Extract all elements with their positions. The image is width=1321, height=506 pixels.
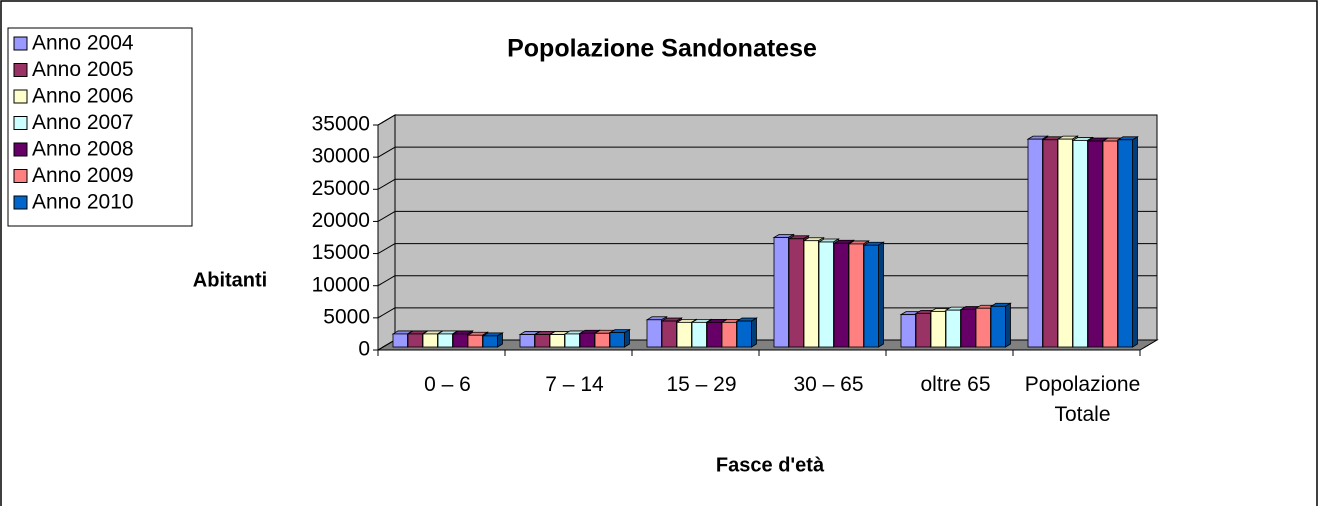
x-tick-label: Popolazione Totale [1024, 373, 1141, 426]
bar [1117, 139, 1133, 348]
bar [736, 320, 752, 348]
bar [691, 321, 707, 348]
legend-label: Anno 2007 [32, 111, 134, 134]
y-tick-label: 5000 [323, 305, 370, 328]
y-tick-label: 0 [358, 338, 370, 361]
legend-box [7, 27, 193, 227]
grid-line-side [377, 146, 396, 158]
bar [534, 334, 550, 348]
bar [646, 319, 662, 348]
bar [467, 334, 483, 348]
grid-line-side [377, 243, 396, 255]
legend-label: Anno 2004 [32, 32, 134, 55]
legend-swatch [13, 169, 28, 183]
bar [848, 243, 864, 348]
legend-swatch [13, 142, 28, 157]
legend-swatch [13, 195, 28, 210]
x-tick-label: 0 – 6 [424, 373, 471, 396]
bar [452, 333, 468, 348]
y-tick-label: 35000 [312, 113, 370, 136]
y-axis-title: Abitanti [193, 269, 267, 291]
bar-side [1132, 136, 1138, 348]
bar [609, 332, 625, 348]
legend-swatch [13, 89, 28, 104]
bar [990, 305, 1006, 348]
bar [788, 238, 804, 348]
bar [975, 307, 991, 348]
bar [1072, 140, 1088, 348]
legend-label: Anno 2005 [32, 58, 134, 81]
bar [482, 335, 498, 348]
legend-swatch [13, 116, 28, 130]
side-wall [377, 114, 396, 351]
bar [863, 244, 879, 348]
y-tick-label: 15000 [312, 241, 370, 264]
bar [900, 314, 916, 348]
bar [549, 334, 565, 348]
bar [594, 332, 610, 348]
x-tick-label: 30 – 65 [793, 373, 864, 396]
bar [519, 334, 535, 348]
chart-title: Popolazione Sandonatese [507, 35, 817, 63]
bar-side [1005, 302, 1011, 348]
y-tick-label: 30000 [312, 145, 370, 168]
bar [1057, 138, 1073, 348]
bar [803, 240, 819, 348]
y-tick-label: 20000 [312, 209, 370, 232]
bar [1102, 140, 1118, 348]
bar [721, 321, 737, 348]
bar [1087, 140, 1103, 348]
legend-label: Anno 2006 [32, 85, 134, 108]
legend-swatch [13, 63, 28, 77]
bar [437, 333, 453, 348]
bar-side [878, 241, 884, 348]
bar [960, 309, 976, 348]
bar [773, 237, 789, 348]
bar [422, 333, 438, 348]
bar [661, 320, 677, 348]
bar [579, 332, 595, 348]
x-axis-title: Fasce d'età [716, 454, 825, 476]
legend-label: Anno 2009 [32, 164, 134, 187]
bar [930, 311, 946, 348]
legend-swatch [13, 36, 28, 51]
grid-line-side [377, 210, 396, 222]
bar-side [624, 328, 630, 348]
x-tick-label: 15 – 29 [666, 373, 737, 396]
grid-line-side [377, 339, 396, 351]
bar [676, 321, 692, 348]
bar [818, 241, 834, 348]
legend-label: Anno 2008 [32, 138, 134, 161]
bar [833, 242, 849, 348]
bar [915, 312, 931, 348]
y-tick-label: 10000 [312, 273, 370, 296]
x-tick-label: oltre 65 [920, 373, 991, 396]
y-tick-label: 25000 [312, 177, 370, 200]
bar-side [497, 332, 503, 348]
grid-line-side [377, 178, 396, 190]
bar [1027, 138, 1043, 348]
bar [1042, 139, 1058, 348]
bar-side [751, 317, 757, 348]
legend-label: Anno 2010 [32, 191, 134, 214]
bar [564, 333, 580, 348]
bar [706, 321, 722, 348]
grid-line-side [377, 114, 396, 126]
grid-line-side [377, 275, 396, 287]
bar [407, 333, 423, 348]
bar [945, 309, 961, 348]
x-tick-label: 7 – 14 [545, 373, 604, 396]
bar [392, 333, 408, 348]
grid-line-side [377, 307, 396, 319]
